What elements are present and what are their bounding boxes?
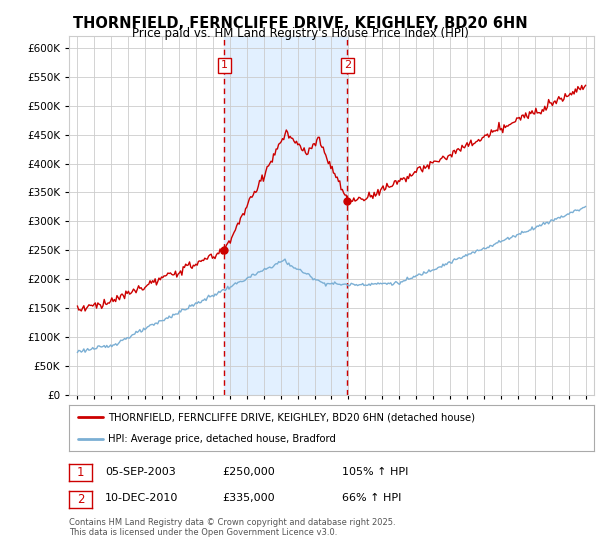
Text: £335,000: £335,000 <box>222 493 275 503</box>
Text: 10-DEC-2010: 10-DEC-2010 <box>105 493 178 503</box>
Bar <box>224 36 347 395</box>
Text: £250,000: £250,000 <box>222 466 275 477</box>
Text: 2: 2 <box>344 60 351 71</box>
Text: 66% ↑ HPI: 66% ↑ HPI <box>342 493 401 503</box>
Text: HPI: Average price, detached house, Bradford: HPI: Average price, detached house, Brad… <box>109 435 336 444</box>
Text: 105% ↑ HPI: 105% ↑ HPI <box>342 466 409 477</box>
Text: 2: 2 <box>77 493 84 506</box>
Text: 1: 1 <box>221 60 228 71</box>
Text: Contains HM Land Registry data © Crown copyright and database right 2025.: Contains HM Land Registry data © Crown c… <box>69 517 395 527</box>
Text: THORNFIELD, FERNCLIFFE DRIVE, KEIGHLEY, BD20 6HN (detached house): THORNFIELD, FERNCLIFFE DRIVE, KEIGHLEY, … <box>109 412 475 422</box>
Text: 1: 1 <box>77 466 84 479</box>
Text: 05-SEP-2003: 05-SEP-2003 <box>105 466 176 477</box>
Text: THORNFIELD, FERNCLIFFE DRIVE, KEIGHLEY, BD20 6HN: THORNFIELD, FERNCLIFFE DRIVE, KEIGHLEY, … <box>73 16 527 31</box>
Text: This data is licensed under the Open Government Licence v3.0.: This data is licensed under the Open Gov… <box>69 529 337 538</box>
Text: Price paid vs. HM Land Registry's House Price Index (HPI): Price paid vs. HM Land Registry's House … <box>131 27 469 40</box>
